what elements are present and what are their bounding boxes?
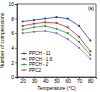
series-marker xyxy=(22,20,24,22)
tick: 40 xyxy=(43,77,49,84)
series-marker xyxy=(33,26,35,28)
tick: 60 xyxy=(66,77,72,84)
tick-label: 70 xyxy=(77,78,83,84)
legend-entry: PPC2 xyxy=(21,68,41,73)
tick-label: 4 xyxy=(11,45,14,51)
legend-entry: PPCH - 2 xyxy=(21,62,49,67)
legend-label: PPCH - 1.6 xyxy=(29,57,53,62)
series-marker xyxy=(44,30,46,32)
legend-entry: PPCH - 1.6 xyxy=(21,57,53,62)
legend-marker xyxy=(23,69,25,71)
tick: 10 xyxy=(8,1,17,7)
axis-line xyxy=(15,5,18,78)
series-marker xyxy=(44,25,46,27)
series-marker xyxy=(44,21,46,23)
series-marker xyxy=(44,18,46,20)
tick: 30 xyxy=(32,77,38,84)
tick-label: 50 xyxy=(54,78,60,84)
chart: 203040506070800246810(a)PPCH - 11PPCH - … xyxy=(0,0,100,92)
legend-label: PPC2 xyxy=(29,68,41,73)
plot-frame xyxy=(17,4,96,77)
series-marker xyxy=(22,28,24,30)
tick: 4 xyxy=(11,45,17,51)
plot-area: 203040506070800246810(a)PPCH - 11PPCH - … xyxy=(8,1,96,84)
tick-label: 40 xyxy=(43,78,49,84)
series-marker xyxy=(78,25,80,27)
series-marker xyxy=(55,28,57,30)
series-marker xyxy=(78,41,80,43)
tick-label: 8 xyxy=(11,16,14,22)
tick-mark xyxy=(15,33,17,34)
tick: 2 xyxy=(11,60,17,66)
legend-marker xyxy=(23,58,25,60)
legend-swatch xyxy=(21,53,27,54)
tick: 6 xyxy=(11,30,17,36)
series-marker xyxy=(89,54,91,56)
series-marker xyxy=(89,39,91,41)
series-marker xyxy=(33,31,35,33)
legend-entry: PPCH - 11 xyxy=(21,51,51,56)
x-axis-title: Temperature (°C) xyxy=(37,85,76,91)
tick-label: 80 xyxy=(88,78,94,84)
series-line xyxy=(23,17,91,40)
legend-swatch xyxy=(21,70,27,71)
tick-label: 2 xyxy=(11,60,14,66)
tick-label: 20 xyxy=(20,78,26,84)
series-marker xyxy=(67,18,69,20)
y-axis: 0 2 4 6 8 10 xyxy=(8,1,17,80)
tick-mark xyxy=(15,19,17,20)
title: (a) xyxy=(88,5,94,11)
series-marker xyxy=(55,16,57,18)
tick-mark xyxy=(15,4,17,5)
legend: PPCH - 11PPCH - 1.6PPCH - 2PPC2 xyxy=(21,51,53,73)
tick: 50 xyxy=(54,77,60,84)
legend-label: PPCH - 11 xyxy=(29,51,51,56)
series-marker xyxy=(78,47,80,49)
series-marker xyxy=(67,38,69,40)
series-group xyxy=(22,16,92,60)
tick-label: 10 xyxy=(8,1,14,7)
series-marker xyxy=(78,36,80,38)
tick-label: 60 xyxy=(66,78,72,84)
series-marker xyxy=(89,58,91,60)
tick-mark xyxy=(15,77,17,78)
tick-label: 6 xyxy=(11,30,14,36)
tick: 0 xyxy=(11,74,17,80)
legend-marker xyxy=(23,64,25,66)
series-marker xyxy=(89,50,91,52)
series-marker xyxy=(67,26,69,28)
legend-swatch xyxy=(21,64,27,65)
tick-label: 0 xyxy=(11,74,14,80)
series-marker xyxy=(33,19,35,21)
series-line xyxy=(23,22,91,51)
legend-marker xyxy=(23,53,25,55)
series-marker xyxy=(22,25,24,27)
x-axis: 20 30 40 50 60 70 80 xyxy=(18,77,97,84)
series-marker xyxy=(22,32,24,34)
series-marker xyxy=(67,32,69,34)
tick: 8 xyxy=(11,16,17,22)
series-marker xyxy=(33,23,35,25)
tick: 20 xyxy=(20,77,26,84)
y-axis-title: Number of compressions xyxy=(0,12,5,68)
tick: 80 xyxy=(88,77,94,84)
series-marker xyxy=(55,32,57,34)
tick: 70 xyxy=(77,77,83,84)
series-line xyxy=(23,31,91,59)
legend-label: PPCH - 2 xyxy=(29,62,49,67)
legend-swatch xyxy=(21,59,27,60)
tick-mark xyxy=(15,62,17,63)
series-marker xyxy=(55,22,57,24)
tick-mark xyxy=(15,48,17,49)
tick-label: 30 xyxy=(32,78,38,84)
